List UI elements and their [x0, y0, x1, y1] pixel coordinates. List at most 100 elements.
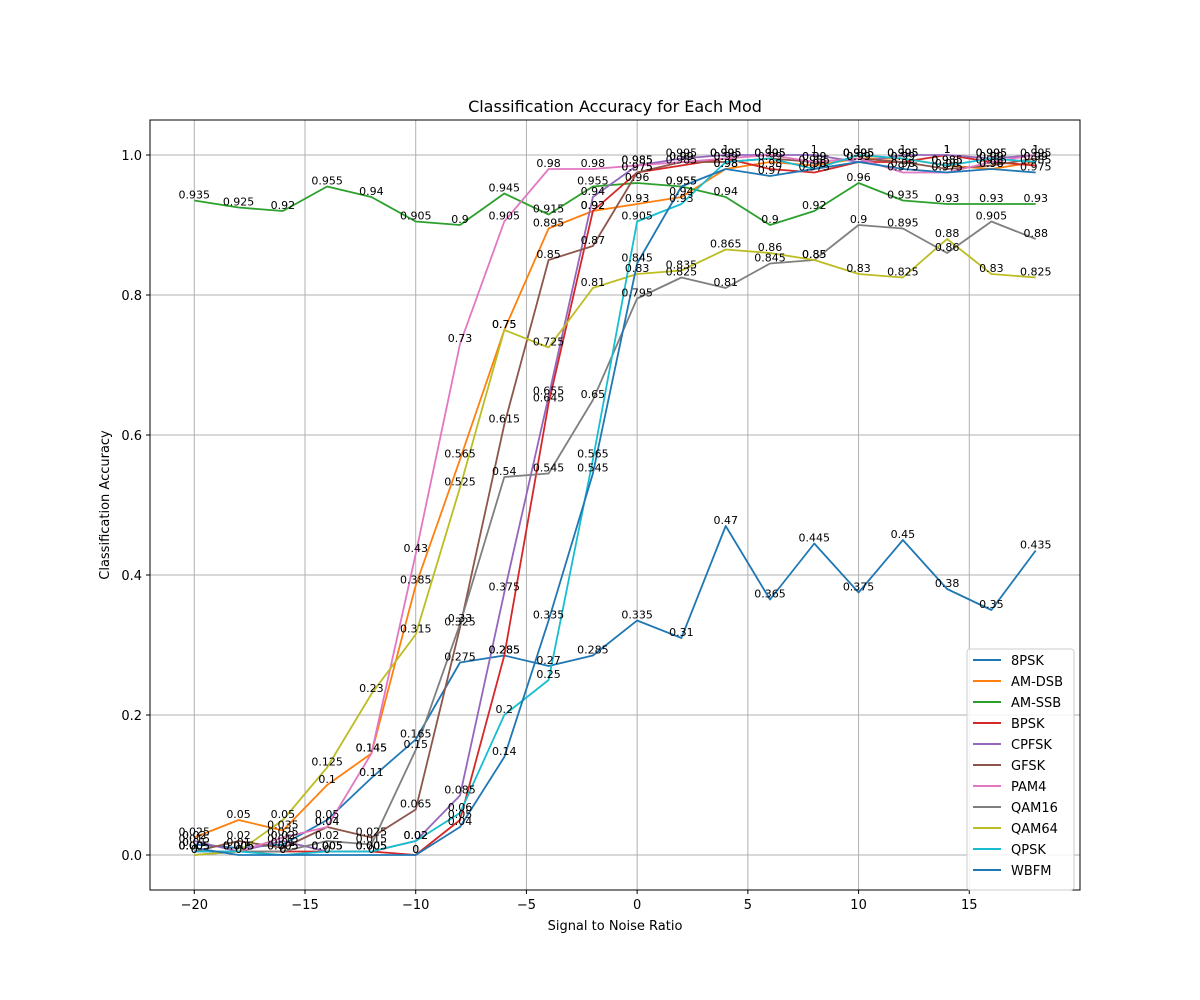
data-label: 0.54 [492, 465, 517, 478]
x-tick-label: 15 [961, 898, 978, 913]
data-label: 0.65 [581, 388, 606, 401]
data-label: 0.005 [179, 840, 211, 853]
data-label: 0.995 [976, 147, 1008, 160]
data-label: 0.935 [887, 189, 919, 202]
data-label: 0.825 [887, 266, 919, 279]
data-label: 0.005 [179, 840, 211, 853]
data-label: 1 [944, 143, 951, 156]
data-label: 0.43 [403, 542, 428, 555]
data-label: 0.905 [976, 210, 1008, 223]
data-label: 0.04 [315, 815, 340, 828]
data-label: 0.1 [318, 773, 336, 786]
x-tick-label: 5 [744, 898, 752, 913]
data-label: 0.99 [669, 150, 694, 163]
data-labels: 0.015 0.01 0.0150.050.110.1650.2750.2850.2… [179, 143, 1052, 856]
data-label: 0.01 [226, 836, 251, 849]
legend-entry: QAM16 [1011, 801, 1058, 816]
data-label: 0.825 [1020, 266, 1052, 279]
y-axis-label: Classification Accuracy [98, 430, 113, 580]
x-tick-label: 10 [850, 898, 867, 913]
data-label: 0.285 [577, 644, 609, 657]
data-label: 0.995 [666, 147, 698, 160]
data-label: 0.45 [891, 528, 916, 541]
series-line-qam64 [194, 238, 1036, 856]
data-label: 0.005 [179, 840, 211, 853]
data-label: 0.92 [581, 199, 606, 212]
data-label: 0.125 [311, 756, 343, 769]
data-label: 0.375 [489, 581, 521, 594]
data-label: 0.955 [577, 175, 609, 188]
data-label: 0.915 [533, 203, 565, 216]
data-label: 0.23 [359, 682, 384, 695]
data-label: 0 [235, 843, 242, 856]
data-label: 0.845 [754, 252, 786, 265]
data-label: 1 [1032, 143, 1039, 156]
data-label: 0.02 [226, 829, 251, 842]
data-label: 0.145 [356, 742, 388, 755]
series-lines [193, 154, 1037, 856]
data-label: 0.005 [223, 840, 255, 853]
data-label: 0.11 [359, 766, 384, 779]
data-label: 0.905 [400, 210, 432, 223]
legend-entry: 8PSK [1011, 654, 1044, 669]
data-label: 1 [855, 143, 862, 156]
legend-box [966, 648, 1075, 891]
data-label: 0.98 [802, 157, 827, 170]
data-label: 0.025 [179, 826, 211, 839]
data-label: 0.25 [536, 668, 561, 681]
data-label: 0.325 [444, 616, 476, 629]
data-label: 0.47 [713, 514, 738, 527]
data-label: 0.975 [621, 161, 653, 174]
data-label: 1 [811, 143, 818, 156]
data-label: 0.83 [625, 262, 650, 275]
data-label: 0.99 [713, 150, 738, 163]
data-label: 0.99 [891, 150, 916, 163]
data-label: 0 [279, 843, 286, 856]
series-line-qam16 [194, 220, 1037, 856]
data-label: 0.005 [223, 840, 255, 853]
data-label: 0.98 [713, 157, 738, 170]
data-label: 0.97 [758, 164, 783, 177]
data-label: 0 [324, 843, 331, 856]
data-label: 0 [412, 843, 419, 856]
data-label: 0.035 [267, 819, 299, 832]
data-label: 0.005 [356, 840, 388, 853]
data-label: 0.005 [356, 840, 388, 853]
data-label: 0.87 [581, 234, 606, 247]
x-tick-label: −5 [517, 898, 536, 913]
data-label: 0.975 [931, 161, 963, 174]
data-label: 0.975 [621, 161, 653, 174]
data-label: 1 [944, 143, 951, 156]
data-label: 0.04 [315, 815, 340, 828]
data-label: 0.05 [271, 808, 296, 821]
data-label: 0.545 [577, 462, 609, 475]
x-tick-label: 0 [633, 898, 641, 913]
data-label: 0.99 [891, 150, 916, 163]
data-label: 0.75 [492, 318, 517, 331]
data-label: 0.985 [931, 154, 963, 167]
data-label: 0.81 [581, 276, 606, 289]
data-label: 0.925 [223, 196, 255, 209]
data-label: 0.98 [536, 157, 561, 170]
data-label: 0.93 [1023, 192, 1048, 205]
y-tick-label: 0.6 [121, 429, 142, 444]
data-label: 0.88 [935, 227, 960, 240]
data-label: 0.86 [935, 241, 960, 254]
data-label: 0.545 [533, 462, 565, 475]
legend-entry: PAM4 [1011, 780, 1046, 795]
data-label: 0.975 [799, 161, 831, 174]
data-label: 1 [1032, 143, 1039, 156]
data-label: 0.005 [267, 840, 299, 853]
data-label: 0.525 [444, 476, 476, 489]
data-label: 0.995 [754, 147, 786, 160]
data-label: 0.01 [271, 836, 296, 849]
data-label: 0.995 [843, 147, 875, 160]
data-label: 0.9 [761, 213, 779, 226]
data-label: 0.565 [577, 448, 609, 461]
data-label: 0.96 [625, 171, 650, 184]
data-label: 0.81 [713, 276, 738, 289]
data-label: 0.985 [621, 154, 653, 167]
data-label: 0.995 [710, 147, 742, 160]
x-tick-label: −10 [402, 898, 429, 913]
